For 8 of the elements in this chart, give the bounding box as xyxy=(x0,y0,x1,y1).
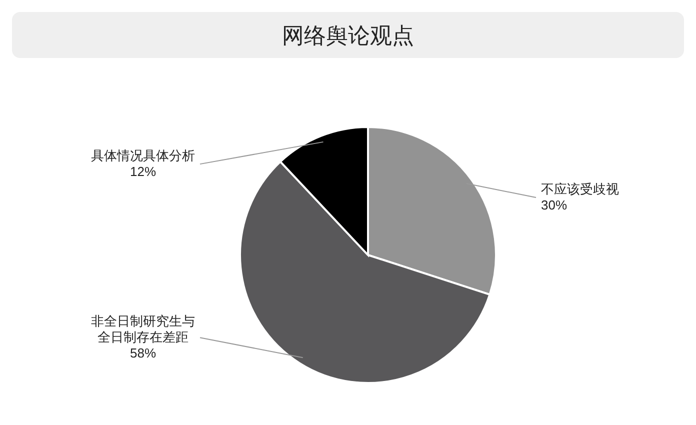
data-label: 12% xyxy=(130,164,156,180)
slice-label: 具体情况具体分析 xyxy=(91,148,195,164)
slice-label: 不应该受歧视 xyxy=(541,182,619,197)
chart-title: 网络舆论观点 xyxy=(282,23,414,48)
data-label: 30% xyxy=(541,198,568,213)
title: 网络舆论观点 xyxy=(12,12,684,58)
slice-label: 非全日制研究生与全日制存在差距 xyxy=(91,314,195,345)
data-label: 58% xyxy=(130,346,156,361)
